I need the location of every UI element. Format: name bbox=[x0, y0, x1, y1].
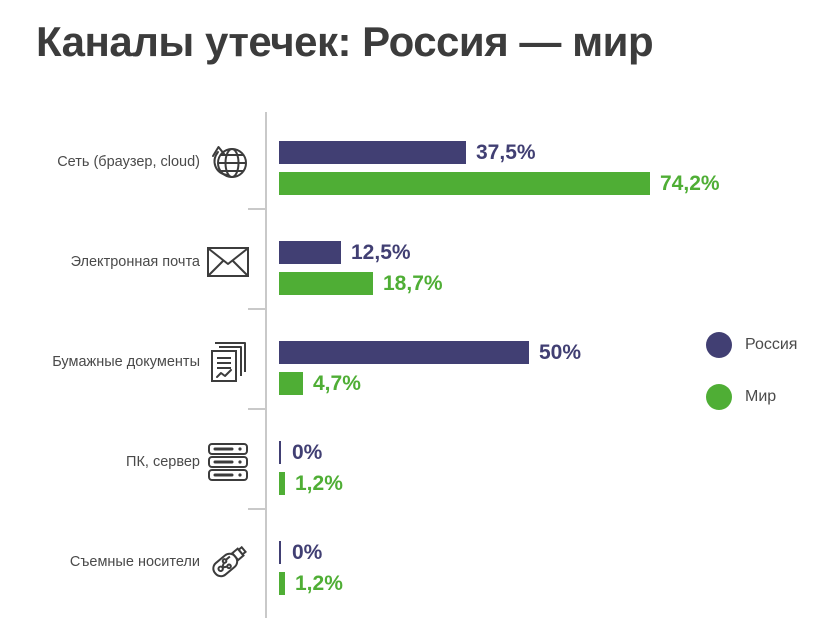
chart-plot-area: Сеть (браузер, cloud) 37,5% 74,2% Электр… bbox=[0, 112, 840, 620]
bar-value-russia: 37,5% bbox=[476, 140, 536, 164]
bar-value-russia: 0% bbox=[292, 440, 323, 464]
bar-value-russia: 0% bbox=[292, 540, 323, 564]
chart-category-group: ПК, сервер 0% 1,2% bbox=[0, 412, 840, 512]
bar-fill-world bbox=[279, 372, 303, 395]
legend-item-world[interactable]: Мир bbox=[706, 377, 797, 417]
globe-arrow-icon bbox=[205, 137, 251, 187]
axis-tick bbox=[248, 508, 266, 510]
category-label-email: Электронная почта bbox=[70, 254, 200, 270]
bar-value-world: 4,7% bbox=[313, 371, 361, 395]
axis-tick bbox=[248, 308, 266, 310]
legend-label-world: Мир bbox=[745, 388, 777, 405]
bar-value-world: 74,2% bbox=[660, 171, 720, 195]
legend-swatch-russia bbox=[706, 332, 732, 358]
bar-value-world: 1,2% bbox=[295, 471, 343, 495]
bar-value-world: 18,7% bbox=[383, 271, 443, 295]
envelope-icon bbox=[205, 237, 251, 287]
bar-fill-world bbox=[279, 272, 373, 295]
chart-legend: Россия Мир bbox=[706, 325, 797, 429]
server-icon bbox=[205, 437, 251, 487]
legend-swatch-world bbox=[706, 384, 732, 410]
bar-fill-russia bbox=[279, 541, 281, 564]
bar-fill-world bbox=[279, 172, 650, 195]
documents-icon bbox=[205, 337, 251, 387]
category-label-network: Сеть (браузер, cloud) bbox=[57, 154, 200, 170]
bar-value-world: 1,2% bbox=[295, 571, 343, 595]
category-label-paper-documents: Бумажные документы bbox=[52, 354, 200, 370]
category-label-removable-media: Съемные носители bbox=[69, 554, 200, 570]
bar-fill-russia bbox=[279, 241, 341, 264]
category-axis-line bbox=[265, 112, 267, 618]
bar-value-russia: 12,5% bbox=[351, 240, 411, 264]
usb-drive-icon bbox=[205, 537, 251, 587]
bar-fill-russia bbox=[279, 341, 529, 364]
axis-tick bbox=[248, 408, 266, 410]
chart-category-group: Электронная почта 12,5% 18,7% bbox=[0, 212, 840, 312]
chart-category-group: Бумажные документы 50% 4,7% bbox=[0, 312, 840, 412]
chart-category-group: Сеть (браузер, cloud) 37,5% 74,2% bbox=[0, 112, 840, 212]
legend-item-russia[interactable]: Россия bbox=[706, 325, 797, 365]
bar-fill-world bbox=[279, 572, 285, 595]
bar-fill-russia bbox=[279, 141, 466, 164]
bar-fill-world bbox=[279, 472, 285, 495]
axis-tick bbox=[248, 208, 266, 210]
page-title: Каналы утечек: Россия — мир bbox=[36, 18, 654, 65]
legend-label-russia: Россия bbox=[745, 336, 798, 353]
chart-category-group: Съемные носители 0% bbox=[0, 512, 840, 612]
bar-value-russia: 50% bbox=[539, 340, 582, 364]
bar-fill-russia bbox=[279, 441, 281, 464]
category-label-pc-server: ПК, сервер bbox=[126, 454, 200, 470]
